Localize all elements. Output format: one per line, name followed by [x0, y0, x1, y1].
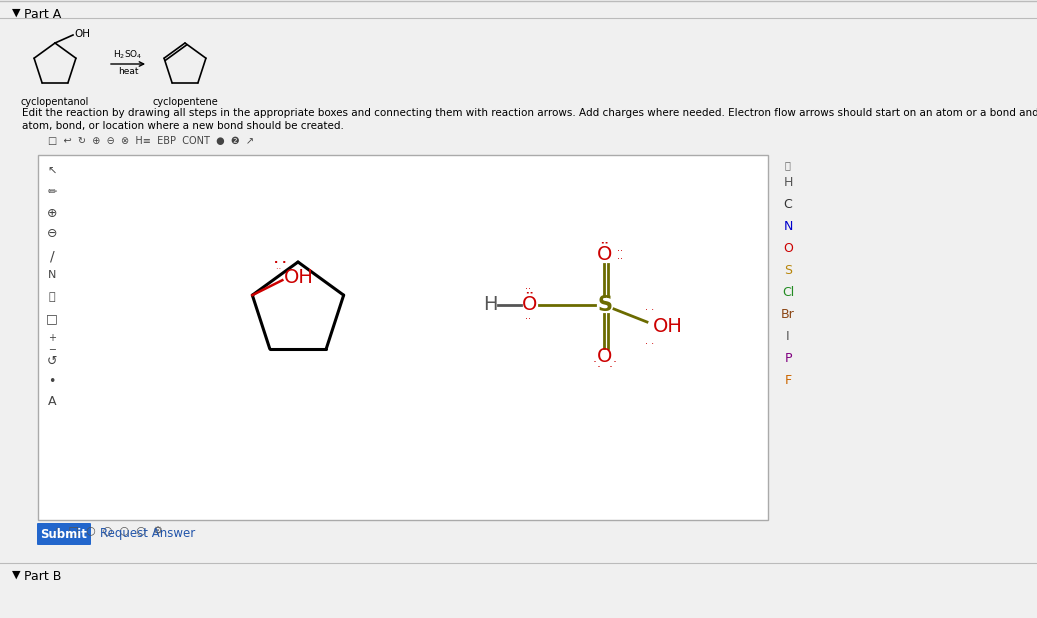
Text: 📏: 📏 — [785, 160, 791, 170]
Text: •: • — [49, 375, 56, 388]
Text: △  □  ○  ○  ○  ○  ⚙: △ □ ○ ○ ○ ○ ⚙ — [53, 525, 163, 535]
Text: ··: ·· — [525, 314, 531, 324]
Text: ↖: ↖ — [48, 167, 57, 177]
FancyBboxPatch shape — [37, 523, 91, 545]
Text: ·: · — [613, 357, 617, 370]
Text: O: O — [597, 347, 613, 366]
Text: □: □ — [46, 312, 58, 325]
Text: heat: heat — [118, 67, 138, 76]
Bar — [38, 155, 768, 520]
Text: Br: Br — [781, 308, 795, 321]
Text: · ·: · · — [645, 305, 654, 315]
Text: ·: · — [597, 362, 601, 375]
Text: Ö: Ö — [597, 245, 613, 265]
Text: Request Answer: Request Answer — [100, 528, 195, 541]
Text: ··: ·· — [525, 284, 531, 294]
Text: H: H — [483, 295, 498, 315]
Text: □  ↩  ↻  ⊕  ⊖  ⊗  H≡  EBP  CONT  ●  ❷  ↗: □ ↩ ↻ ⊕ ⊖ ⊗ H≡ EBP CONT ● ❷ ↗ — [48, 136, 254, 146]
Text: /: / — [50, 250, 54, 264]
Text: H$_2$SO$_4$: H$_2$SO$_4$ — [113, 48, 143, 61]
Text: cyclopentanol: cyclopentanol — [21, 97, 89, 107]
Text: C: C — [784, 198, 792, 211]
Text: Cl: Cl — [782, 287, 794, 300]
Text: OH: OH — [653, 318, 683, 336]
Text: N: N — [783, 221, 792, 234]
Text: · ·: · · — [274, 258, 286, 268]
Text: ··: ·· — [617, 246, 623, 256]
Text: ▼: ▼ — [12, 570, 21, 580]
Text: ↺: ↺ — [47, 355, 57, 368]
Text: 📋: 📋 — [49, 292, 55, 302]
Text: Part A: Part A — [24, 8, 61, 21]
Text: +
─: + ─ — [48, 333, 56, 355]
Text: O: O — [783, 242, 793, 255]
Text: ··: ·· — [617, 254, 623, 264]
Text: A: A — [48, 395, 56, 408]
Text: ·: · — [609, 362, 613, 375]
Text: ✏: ✏ — [48, 187, 57, 197]
Text: Part B: Part B — [24, 570, 61, 583]
Text: Submit: Submit — [40, 528, 87, 541]
Text: F: F — [784, 375, 791, 387]
Text: ⊕: ⊕ — [47, 207, 57, 220]
Text: OH: OH — [284, 268, 314, 287]
Text: cyclopentene: cyclopentene — [152, 97, 218, 107]
Text: Edit the reaction by drawing all steps in the appropriate boxes and connecting t: Edit the reaction by drawing all steps i… — [22, 108, 1037, 131]
Text: Ö: Ö — [523, 295, 538, 315]
Text: I: I — [786, 331, 790, 344]
Text: ▼: ▼ — [12, 8, 21, 18]
Text: H: H — [783, 177, 792, 190]
Text: S: S — [784, 265, 792, 277]
Text: S: S — [597, 295, 613, 315]
Text: OH: OH — [74, 29, 90, 39]
Text: ⊖: ⊖ — [47, 227, 57, 240]
Text: ·: · — [593, 357, 597, 370]
Text: P: P — [784, 352, 792, 365]
Text: N: N — [48, 270, 56, 280]
Text: ··: ·· — [277, 265, 284, 274]
Text: · ·: · · — [645, 339, 654, 349]
